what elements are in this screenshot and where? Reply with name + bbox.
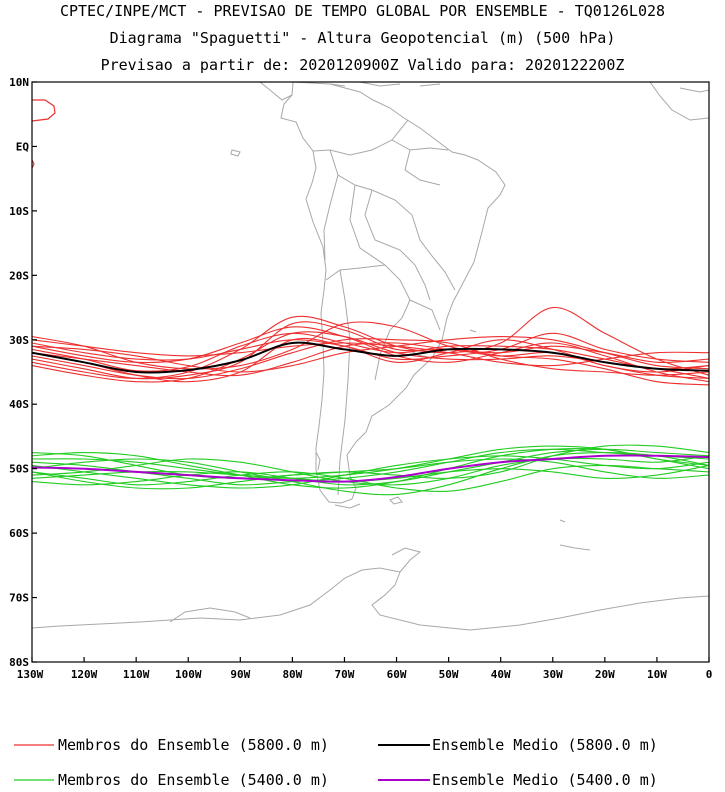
red-contour-fragment-2 xyxy=(32,159,35,169)
lat-tick-label-50s: 50S xyxy=(9,463,29,476)
lat-tick-label-40s: 40S xyxy=(9,398,29,411)
red-contour-fragment xyxy=(32,99,56,122)
member-5800-line-8 xyxy=(32,342,709,377)
lat-tick-label-30s: 30S xyxy=(9,334,29,347)
lat-tick-label-10s: 10S xyxy=(9,205,29,218)
lon-tick-label-60w: 60W xyxy=(387,668,407,681)
plot-frame xyxy=(31,81,710,663)
lon-tick-label-50w: 50W xyxy=(439,668,459,681)
legend-black-mean: Ensemble Medio (5800.0 m) xyxy=(432,736,658,754)
ensemble-mean-5400-line xyxy=(32,454,709,483)
member-5800-line-10 xyxy=(32,321,709,386)
lon-tick-label-20w: 20W xyxy=(595,668,615,681)
title-line-3: Previsao a partir de: 2020120900Z Valido… xyxy=(100,56,625,74)
member-5800-line-7 xyxy=(32,339,709,367)
lat-tick-label-70s: 70S xyxy=(9,592,29,605)
lat-tick-label-20s: 20S xyxy=(9,269,29,282)
lon-tick-label-80w: 80W xyxy=(282,668,302,681)
lon-tick-label-120w: 120W xyxy=(71,668,98,681)
lon-tick-label-130w: 130W xyxy=(17,668,44,681)
legend-purple-mean: Ensemble Medio (5400.0 m) xyxy=(432,771,658,789)
legend-green-members: Membros do Ensemble (5400.0 m) xyxy=(58,771,329,789)
member-5400-line-8 xyxy=(32,452,709,496)
title-line-2: Diagrama "Spaguetti" - Altura Geopotenci… xyxy=(109,29,616,47)
member-5800-line-3 xyxy=(32,332,709,363)
member-5800-line-12 xyxy=(32,337,709,383)
lat-tick-label-60s: 60S xyxy=(9,527,29,540)
lon-tick-label-40w: 40W xyxy=(491,668,511,681)
lon-tick-label-0: 0 xyxy=(706,668,713,681)
country-borders xyxy=(312,119,456,496)
islands xyxy=(230,149,566,523)
legend-red-members: Membros do Ensemble (5800.0 m) xyxy=(58,736,329,754)
coastlines xyxy=(32,82,709,631)
antarctica-coastline xyxy=(32,544,709,631)
member-5400-line-7 xyxy=(32,455,709,489)
member-5400-line-11 xyxy=(32,444,709,490)
lat-tick-label-10n: 10N xyxy=(9,76,29,89)
south-america-coastline xyxy=(280,82,506,504)
member-5400-line-9 xyxy=(32,445,709,479)
lon-tick-label-10w: 10W xyxy=(647,668,667,681)
lon-tick-label-90w: 90W xyxy=(230,668,250,681)
lat-tick-label-80s: 80S xyxy=(9,656,29,669)
lon-tick-label-100w: 100W xyxy=(175,668,202,681)
lon-tick-label-70w: 70W xyxy=(335,668,355,681)
member-5800-line-11 xyxy=(32,326,709,383)
lat-tick-label-eq: EQ xyxy=(16,140,30,153)
title-line-1: CPTEC/INPE/MCT - PREVISAO DE TEMPO GLOBA… xyxy=(59,2,666,20)
ensemble-lines xyxy=(32,307,709,496)
tierra-del-fuego xyxy=(315,451,403,509)
legend: Membros do Ensemble (5800.0 m) Ensemble … xyxy=(14,736,658,789)
member-5800-line-9 xyxy=(32,307,709,379)
lon-tick-label-30w: 30W xyxy=(543,668,563,681)
central-america-coastline xyxy=(259,82,709,121)
ensemble-mean-5800-line xyxy=(32,341,709,374)
lon-tick-label-110w: 110W xyxy=(123,668,150,681)
